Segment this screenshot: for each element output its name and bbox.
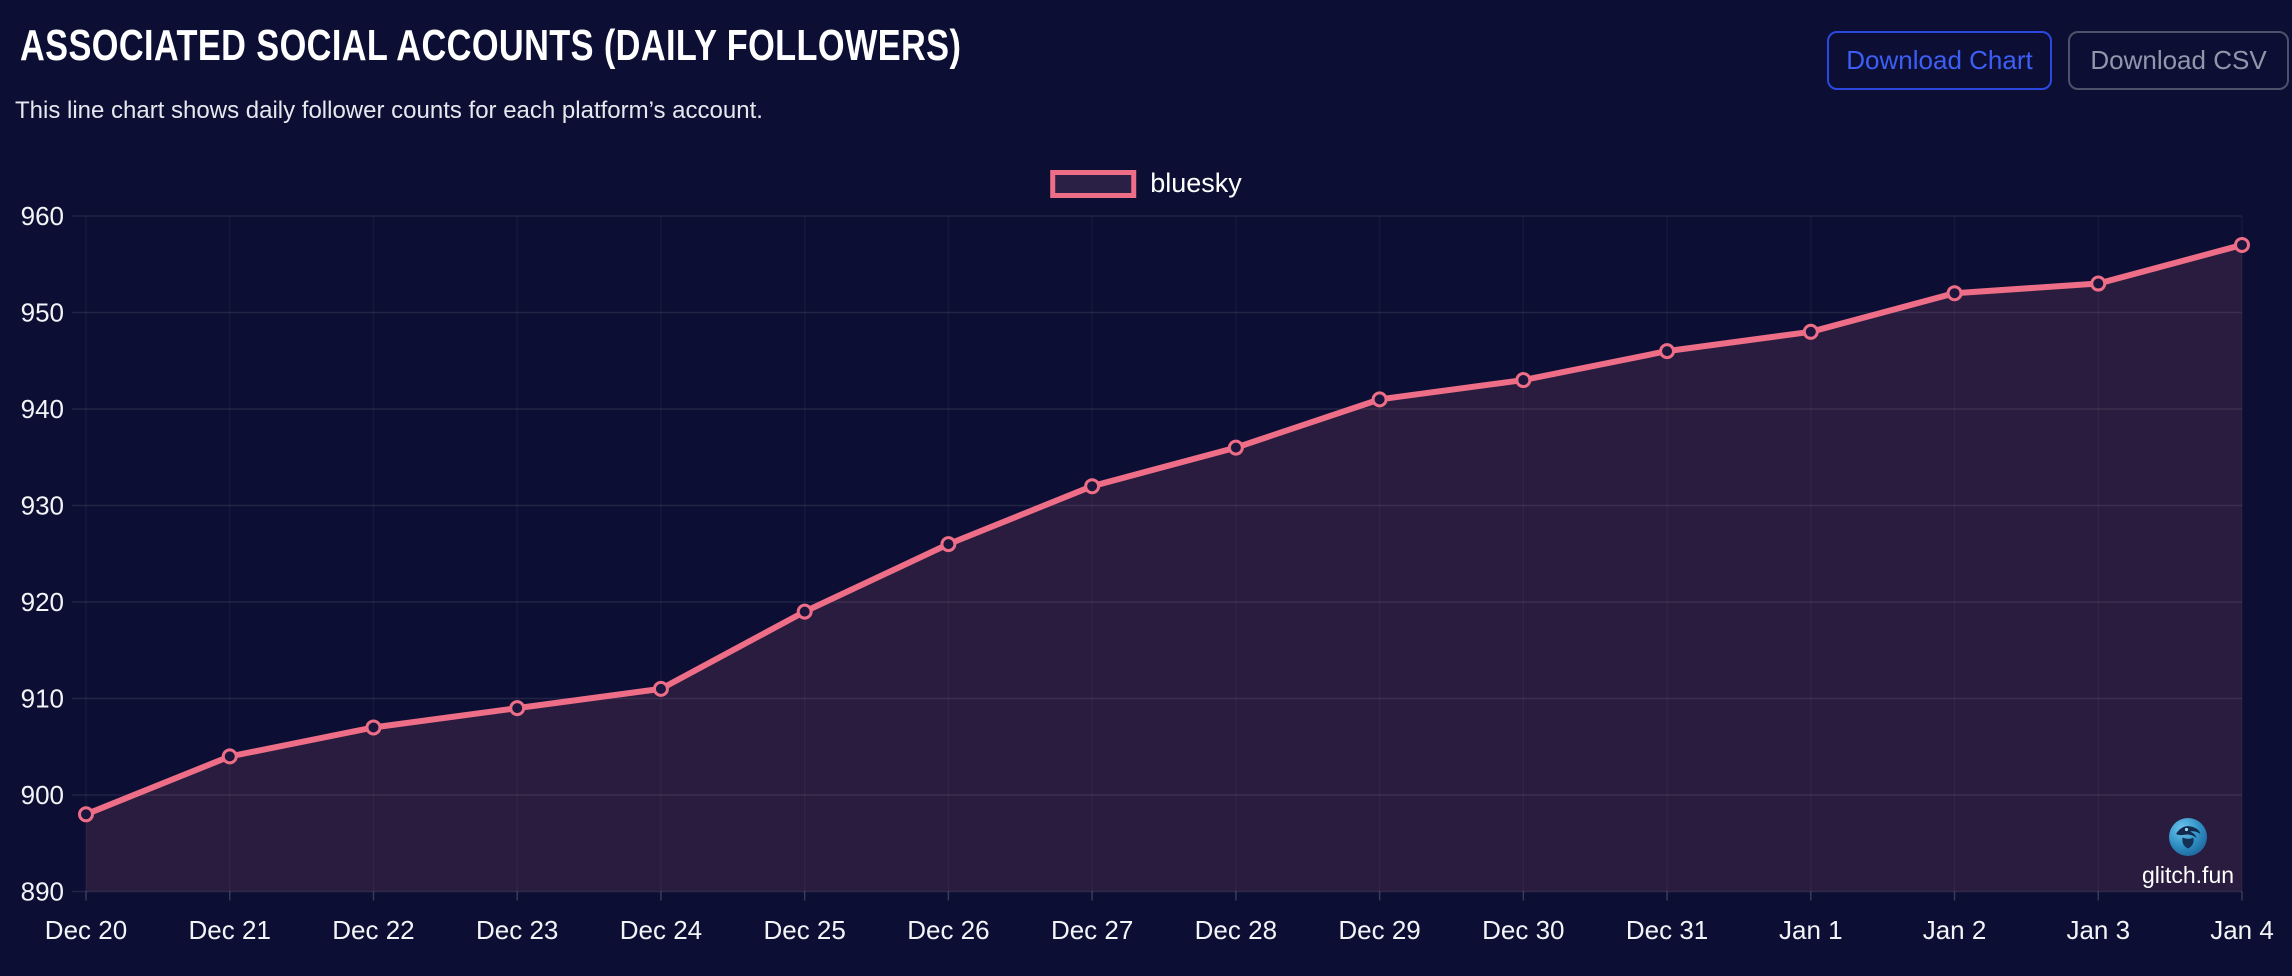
x-tick-label: Dec 26 [907, 915, 989, 945]
data-point-dec-20[interactable] [78, 806, 94, 823]
y-tick-label: 900 [21, 780, 64, 810]
chart-description: This line chart shows daily follower cou… [15, 97, 763, 124]
data-point-jan-2[interactable] [1946, 285, 1963, 302]
data-point-jan-3[interactable] [2090, 275, 2107, 292]
x-tick-label: Dec 23 [476, 915, 558, 945]
data-point-jan-1[interactable] [1802, 323, 1819, 340]
y-tick-label: 950 [21, 298, 64, 328]
data-point-dec-30[interactable] [1515, 372, 1532, 389]
y-tick-label: 930 [21, 491, 64, 521]
data-point-dec-28[interactable] [1227, 439, 1244, 456]
y-tick-label: 940 [21, 394, 64, 424]
x-tick-label: Dec 31 [1626, 915, 1708, 945]
data-point-dec-22[interactable] [365, 719, 382, 736]
legend-item-bluesky[interactable]: bluesky [1050, 168, 1242, 199]
data-point-dec-27[interactable] [1084, 478, 1101, 495]
y-tick-label: 920 [21, 587, 64, 617]
download-csv-button[interactable]: Download CSV [2068, 31, 2289, 90]
data-point-dec-21[interactable] [221, 748, 238, 765]
y-tick-label: 910 [21, 684, 64, 714]
data-point-dec-29[interactable] [1371, 391, 1388, 408]
data-point-dec-31[interactable] [1659, 343, 1676, 360]
data-point-jan-4[interactable] [2234, 236, 2250, 253]
x-tick-label: Jan 4 [2210, 915, 2274, 945]
x-tick-label: Dec 22 [332, 915, 414, 945]
glitch-fun-logo-icon [2169, 818, 2207, 856]
toolbar: Download Chart Download CSV [1827, 31, 2289, 90]
x-tick-label: Jan 2 [1923, 915, 1987, 945]
x-tick-label: Dec 24 [620, 915, 702, 945]
x-tick-label: Dec 21 [189, 915, 271, 945]
series-area [86, 244, 2242, 892]
x-tick-label: Dec 30 [1482, 915, 1564, 945]
y-tick-label: 960 [21, 201, 64, 231]
y-tick-label: 890 [21, 877, 64, 907]
x-tick-label: Jan 1 [1779, 915, 1843, 945]
download-chart-button[interactable]: Download Chart [1827, 31, 2052, 90]
x-tick-label: Dec 25 [763, 915, 845, 945]
series-line [83, 241, 2245, 818]
data-point-dec-25[interactable] [796, 603, 813, 620]
x-tick-label: Jan 3 [2066, 915, 2130, 945]
x-tick-label: Dec 27 [1051, 915, 1133, 945]
x-tick-label: Dec 29 [1338, 915, 1420, 945]
watermark-label: glitch.fun [2141, 862, 2235, 888]
page-title: ASSOCIATED SOCIAL ACCOUNTS (DAILY FOLLOW… [20, 21, 962, 70]
x-tick-label: Dec 20 [45, 915, 127, 945]
x-tick-label: Dec 28 [1195, 915, 1277, 945]
data-point-dec-23[interactable] [509, 700, 526, 717]
data-point-dec-24[interactable] [652, 680, 669, 697]
legend-label: bluesky [1150, 168, 1242, 198]
data-point-dec-26[interactable] [940, 536, 957, 553]
legend-swatch-icon [1050, 169, 1137, 198]
